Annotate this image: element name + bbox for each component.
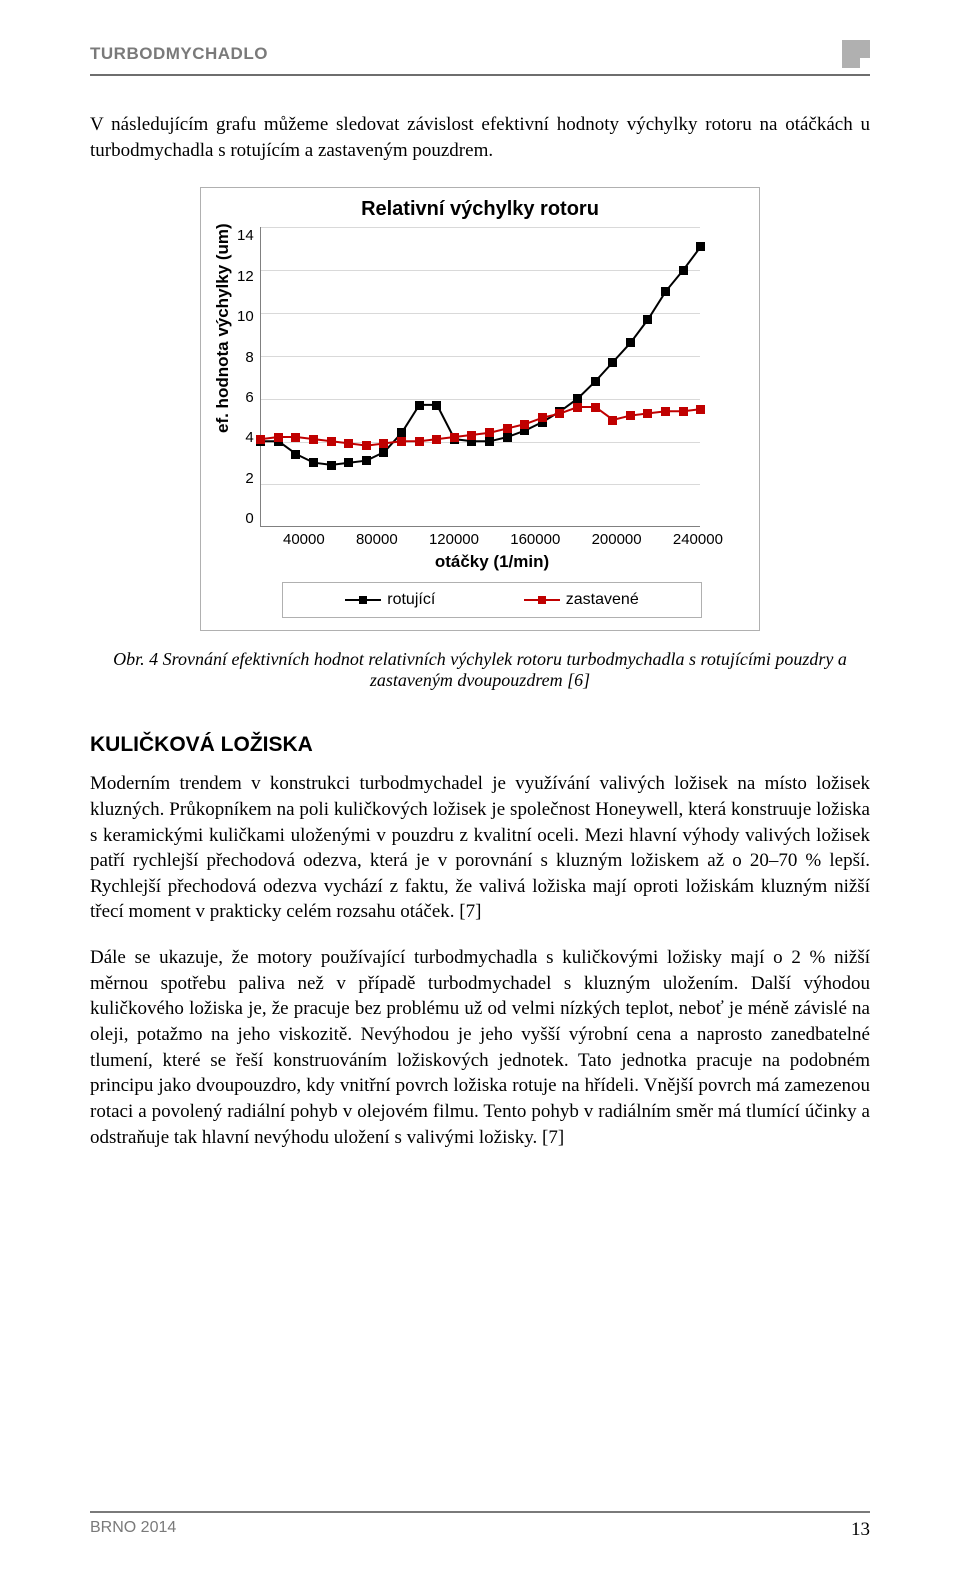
section-paragraph-1: Moderním trendem v konstrukci turbodmych… <box>90 771 870 925</box>
footer-left: BRNO 2014 <box>90 1519 176 1541</box>
legend-item: zastavené <box>524 591 639 609</box>
chart-container: Relativní výchylky rotoru ef. hodnota vý… <box>200 187 760 631</box>
chart-y-axis-label: ef. hodnota výchylky (um) <box>213 413 233 433</box>
chart-legend: rotující zastavené <box>282 582 702 618</box>
intro-paragraph: V následujícím grafu můžeme sledovat záv… <box>90 112 870 163</box>
header-title: TURBODMYCHADLO <box>90 44 268 64</box>
chart-y-ticks: 14121086420 <box>237 227 260 527</box>
section-heading-rest: ULIČKOVÁ LOŽISKA <box>105 733 313 756</box>
section-heading: KULIČKOVÁ LOŽISKA <box>90 733 870 757</box>
section-heading-initial: K <box>90 733 105 756</box>
chart-x-axis-label: otáčky (1/min) <box>237 552 747 572</box>
legend-item: rotující <box>345 591 435 609</box>
page-footer: BRNO 2014 13 <box>90 1511 870 1541</box>
footer-page-number: 13 <box>851 1519 870 1541</box>
header-logo-icon <box>842 40 870 68</box>
section-paragraph-2: Dále se ukazuje, že motory používající t… <box>90 945 870 1150</box>
chart-caption: Obr. 4 Srovnání efektivních hodnot relat… <box>90 649 870 691</box>
page-header: TURBODMYCHADLO <box>90 40 870 76</box>
chart-lines-svg <box>261 227 701 527</box>
chart-title: Relativní výchylky rotoru <box>213 198 747 221</box>
chart-plot-area <box>260 227 700 527</box>
chart-x-ticks: 4000080000120000160000200000240000 <box>283 531 723 548</box>
